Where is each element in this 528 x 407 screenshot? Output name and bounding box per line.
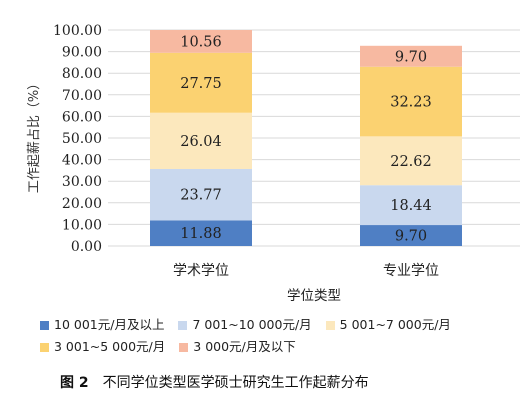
stacked-bar-chart: 0.00 10.00 20.00 30.00 40.00 50.00 60.00 70.00 8… xyxy=(27,23,520,304)
legend-row-2: 3 001~5 000元/月 3 000元/月及以下 xyxy=(40,336,520,358)
bar-segment xyxy=(360,66,462,137)
legend-item-tier2: 7 001~10 000元/月 xyxy=(178,314,312,336)
legend-label-tier4: 3 001~5 000元/月 xyxy=(54,339,166,354)
y-axis-ticks: 0.00 10.00 20.00 30.00 40.00 50.00 60.00 70.00 8… xyxy=(53,23,102,255)
x-tick-label: 学术学位 xyxy=(173,263,229,279)
legend-swatch-tier5 xyxy=(179,342,189,352)
data-label: 26.04 xyxy=(180,134,222,150)
y-tick-label: 80.00 xyxy=(62,66,102,82)
legend-item-tier3: 5 001~7 000元/月 xyxy=(325,314,451,336)
y-tick-label: 70.00 xyxy=(62,88,102,104)
data-label: 22.62 xyxy=(390,154,432,170)
x-axis-ticks: 学术学位 专业学位 xyxy=(173,263,439,279)
legend-swatch-tier3 xyxy=(325,320,335,330)
bar-segment xyxy=(150,52,252,113)
legend-swatch-tier4 xyxy=(40,342,49,352)
x-tick-label: 专业学位 xyxy=(383,263,439,279)
bar-segment xyxy=(360,45,462,67)
bars: 11.88 23.77 26.04 27.75 10.56 9.70 18.44 22.62 3… xyxy=(150,30,462,246)
legend-label-tier2: 7 001~10 000元/月 xyxy=(192,317,312,332)
y-tick-label: 50.00 xyxy=(62,131,102,147)
y-tick-label: 10.00 xyxy=(62,217,102,233)
y-tick-label: 0.00 xyxy=(71,239,102,255)
y-tick-label: 20.00 xyxy=(62,196,102,212)
y-axis-label: 工作起薪占比（%） xyxy=(27,77,42,193)
bar-segment xyxy=(150,220,252,246)
figure-caption: 图 2 不同学位类型医学硕士研究生工作起薪分布 xyxy=(60,372,520,392)
bar-segment xyxy=(150,168,252,221)
legend-row-1: 10 001元/月及以上 7 001~10 000元/月 5 001~7 000… xyxy=(40,314,520,336)
data-label: 27.75 xyxy=(180,76,222,92)
y-tick-label: 90.00 xyxy=(62,45,102,61)
figure-number: 图 2 xyxy=(60,375,89,391)
data-label: 9.70 xyxy=(395,49,427,65)
bar-segment xyxy=(360,136,462,186)
data-label: 32.23 xyxy=(390,95,432,111)
y-tick-label: 40.00 xyxy=(62,153,102,169)
data-label: 9.70 xyxy=(395,229,427,245)
legend-swatch-tier1 xyxy=(40,320,49,330)
x-axis-label: 学位类型 xyxy=(287,288,341,304)
legend-swatch-tier2 xyxy=(178,320,188,330)
bar-segment xyxy=(150,30,252,53)
legend-item-tier1: 10 001元/月及以上 xyxy=(40,314,164,336)
legend-label-tier3: 5 001~7 000元/月 xyxy=(339,317,451,332)
y-tick-label: 60.00 xyxy=(62,109,102,125)
legend-item-tier5: 3 000元/月及以下 xyxy=(179,336,296,358)
y-tick-label: 30.00 xyxy=(62,174,102,190)
legend: 10 001元/月及以上 7 001~10 000元/月 5 001~7 000… xyxy=(40,314,520,358)
legend-label-tier5: 3 000元/月及以下 xyxy=(193,339,296,354)
data-label: 11.88 xyxy=(180,226,222,242)
data-label: 10.56 xyxy=(180,34,222,50)
y-tick-label: 100.00 xyxy=(53,23,102,39)
bar-segment xyxy=(360,185,462,226)
figure-title: 不同学位类型医学硕士研究生工作起薪分布 xyxy=(102,375,369,391)
bar-segment xyxy=(150,112,252,169)
legend-item-tier4: 3 001~5 000元/月 xyxy=(40,336,165,358)
data-label: 18.44 xyxy=(390,198,432,214)
legend-label-tier1: 10 001元/月及以上 xyxy=(54,317,165,332)
bar-segment xyxy=(360,225,462,246)
data-label: 23.77 xyxy=(180,188,222,204)
